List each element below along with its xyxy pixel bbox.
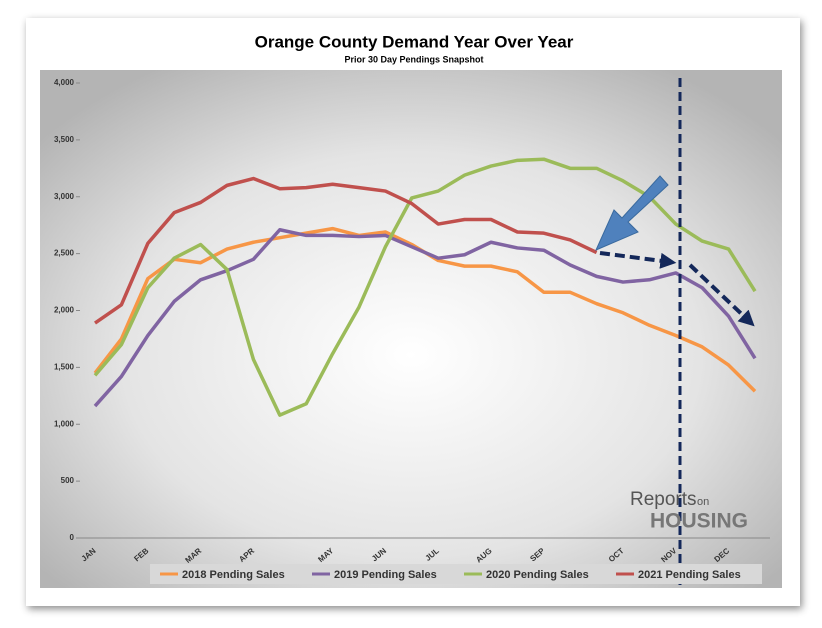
y-tick-label: 500 xyxy=(61,476,75,485)
legend-label: 2018 Pending Sales xyxy=(182,569,285,581)
y-tick-label: 0 xyxy=(70,533,75,542)
legend-box xyxy=(150,564,762,584)
y-tick-label: 1,000 xyxy=(54,419,75,428)
pointer-arrow xyxy=(595,175,669,251)
legend-label: 2019 Pending Sales xyxy=(334,569,437,581)
logo-text: Reports xyxy=(630,489,697,510)
y-tick-label: 2,500 xyxy=(54,249,75,258)
legend: 2018 Pending Sales 2019 Pending Sales 2020… xyxy=(160,569,741,581)
chart-title: Orange County Demand Year Over Year xyxy=(255,32,574,51)
trend-arrow xyxy=(599,251,677,269)
y-tick-label: 2,000 xyxy=(54,306,75,315)
series-line xyxy=(94,176,598,325)
y-tick-label: 1,500 xyxy=(54,362,75,371)
y-tick-label: 3,000 xyxy=(54,192,75,201)
y-tick-label: 4,000 xyxy=(54,78,75,87)
legend-label: 2020 Pending Sales xyxy=(486,569,589,581)
series-line xyxy=(93,227,757,408)
logo-text: on xyxy=(697,496,709,508)
legend-label: 2021 Pending Sales xyxy=(638,569,741,581)
logo-text: HOUSING xyxy=(650,510,748,533)
chart-subtitle: Prior 30 Day Pendings Snapshot xyxy=(344,54,483,64)
trend-arrow xyxy=(688,263,755,327)
y-tick-label: 3,500 xyxy=(54,135,75,144)
